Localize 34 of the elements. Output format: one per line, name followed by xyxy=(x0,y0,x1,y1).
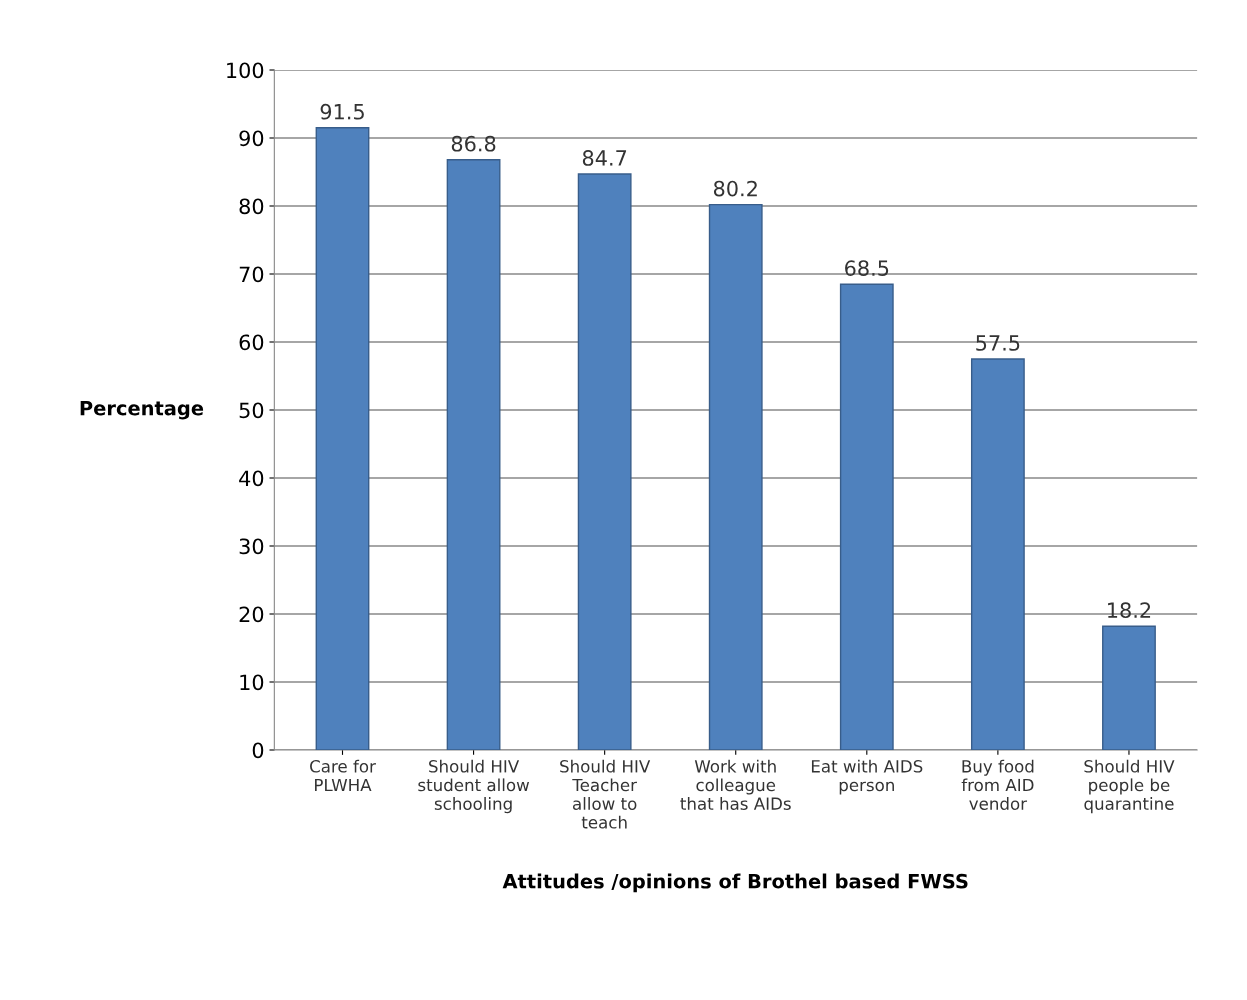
data-label: 18.2 xyxy=(1108,602,1151,619)
y-tick-label: 80 xyxy=(239,198,264,215)
x-tick-label: Should HIV Teacher allow to teach xyxy=(560,759,651,829)
y-tick-label: 50 xyxy=(239,402,264,419)
x-tick-label: Work with colleague that has AIDs xyxy=(680,759,791,810)
bar xyxy=(1102,625,1156,750)
bar xyxy=(970,358,1025,750)
y-tick-label: 20 xyxy=(239,606,264,623)
bar xyxy=(446,159,501,750)
data-label: 84.7 xyxy=(582,150,627,166)
data-label: 68.5 xyxy=(845,260,889,276)
x-tick-label: Should HIV student allow schooling xyxy=(418,759,530,814)
y-tick-label: 10 xyxy=(240,674,264,691)
x-tick-label: Eat with AIDS person xyxy=(811,759,923,795)
bar xyxy=(315,127,370,750)
y-tick-label: 70 xyxy=(239,266,264,283)
bar xyxy=(577,173,632,750)
y-tick-label: 100 xyxy=(227,62,264,79)
bar xyxy=(708,203,763,750)
y-axis-title: Percentage xyxy=(80,401,204,420)
y-tick-label: 30 xyxy=(239,538,264,555)
y-tick-label: 0 xyxy=(252,742,264,759)
data-label: 91.5 xyxy=(320,103,364,120)
x-tick-label: Buy food from AID vendor xyxy=(961,759,1034,810)
data-label: 57.5 xyxy=(976,335,1020,351)
y-tick-label: 60 xyxy=(239,334,264,351)
x-axis-title: Attitudes /opinions of Brothel based FWSS xyxy=(502,873,968,893)
x-tick-label: Should HIV people be quarantine xyxy=(1084,759,1175,814)
y-tick-label: 40 xyxy=(239,470,264,487)
data-label: 86.8 xyxy=(451,135,496,152)
x-tick-label: Care for PLWHA xyxy=(310,759,376,792)
data-label: 80.2 xyxy=(713,180,757,197)
bar xyxy=(839,283,894,750)
y-tick-label: 90 xyxy=(239,130,264,147)
